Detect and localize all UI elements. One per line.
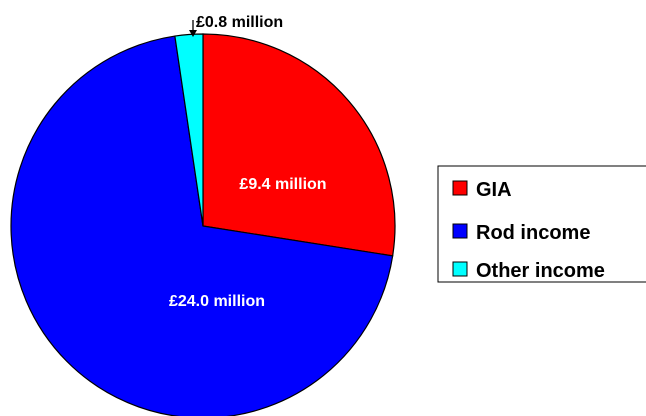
legend-swatch-gia — [452, 180, 468, 196]
legend: GIA Rod income Other income — [437, 165, 646, 283]
data-label-other-income: £0.8 million — [196, 14, 283, 31]
legend-frame — [437, 165, 646, 283]
legend-item-other-income: Other income — [452, 260, 605, 282]
legend-item-gia: GIA — [452, 179, 512, 201]
data-label-rod-income: £24.0 million — [169, 293, 265, 310]
data-label-gia: £9.4 million — [239, 176, 326, 193]
callout-arrow-head — [189, 30, 197, 37]
pie-slices — [10, 33, 396, 416]
other-income-callout — [189, 20, 197, 37]
legend-swatch-other-income — [452, 261, 468, 277]
legend-label-other-income: Other income — [476, 260, 605, 282]
legend-item-rod-income: Rod income — [452, 222, 590, 244]
legend-label-gia: GIA — [476, 179, 512, 201]
pie-slice-rod-income — [10, 35, 394, 416]
pie-data-labels: £9.4 million £24.0 million £0.8 million — [169, 14, 327, 310]
pie-slice-other-income — [174, 33, 204, 227]
legend-swatch-rod-income — [452, 223, 468, 239]
pie-slice-gia — [202, 33, 396, 257]
legend-label-rod-income: Rod income — [476, 222, 590, 244]
